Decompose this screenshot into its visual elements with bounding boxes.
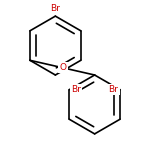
Text: Br: Br — [50, 4, 60, 13]
Text: Br: Br — [109, 85, 118, 94]
Text: O: O — [60, 63, 67, 72]
Text: Br: Br — [71, 85, 81, 94]
